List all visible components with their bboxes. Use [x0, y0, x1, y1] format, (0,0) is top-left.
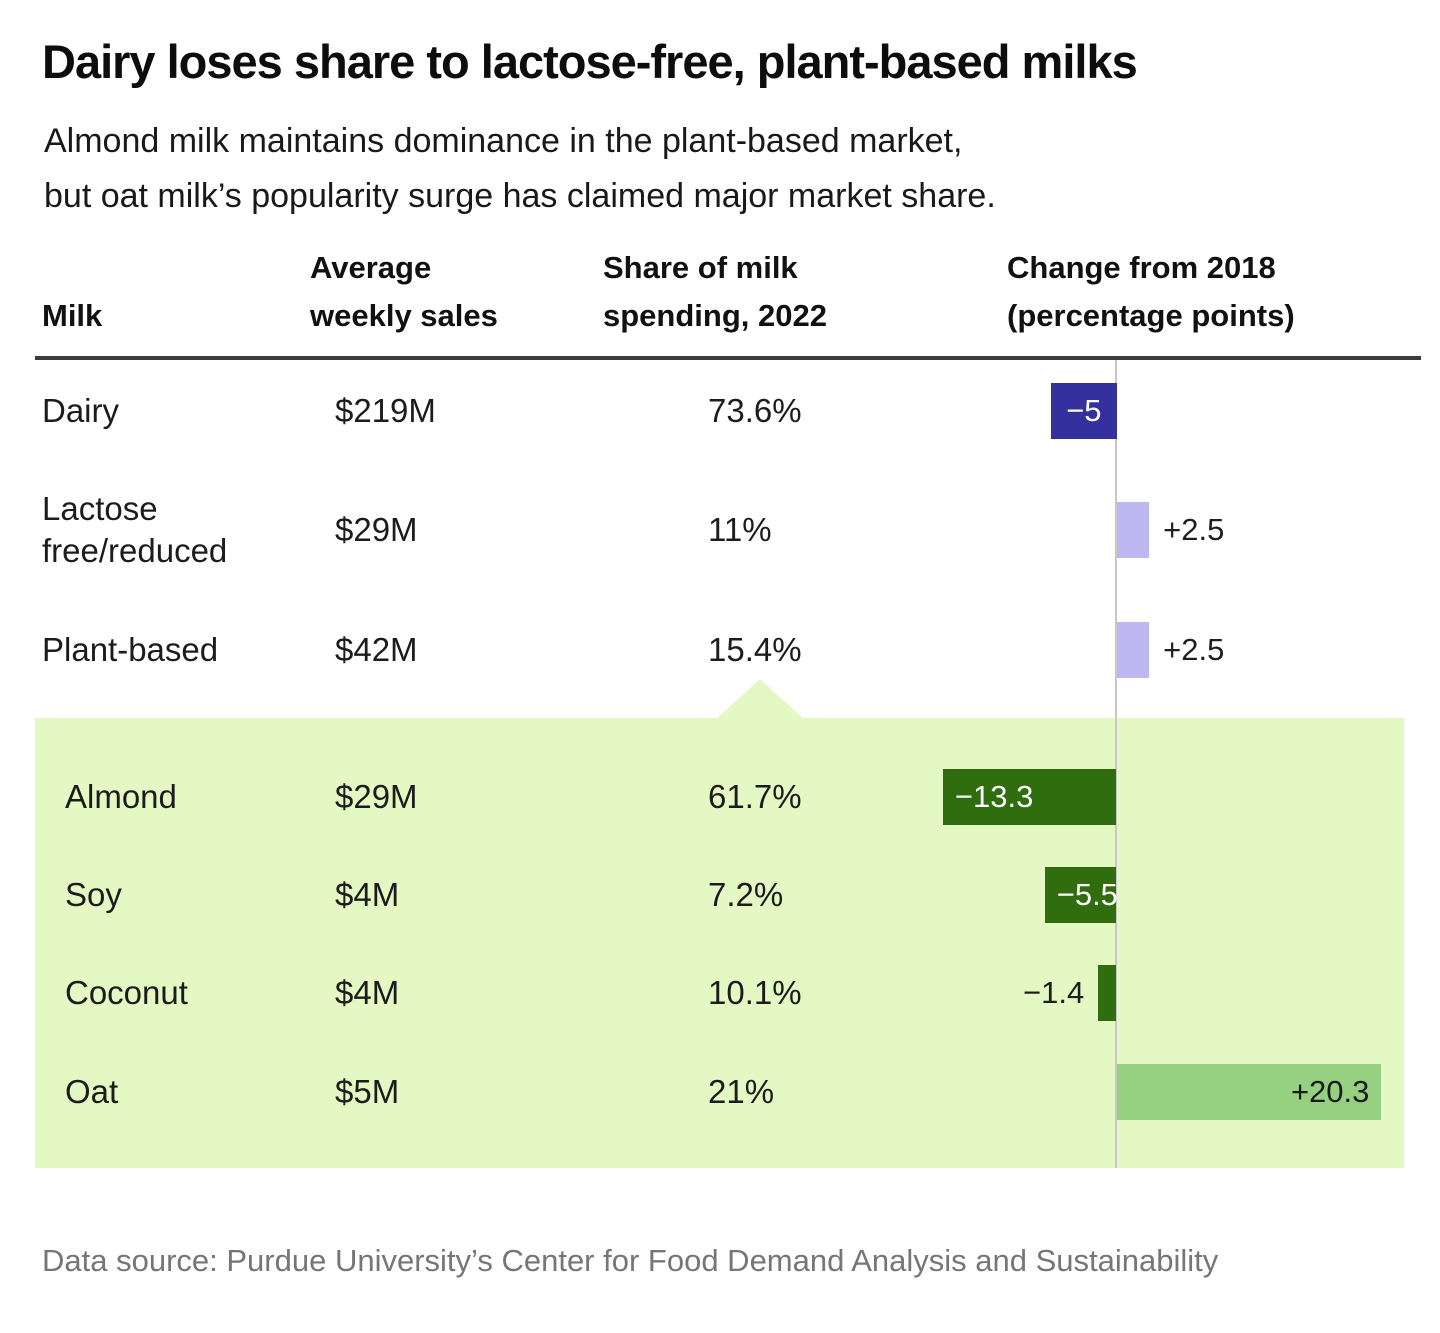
change-bar-coconut [1098, 965, 1117, 1021]
change-bar-dairy: −5 [1051, 383, 1117, 439]
zero-axis-line [1115, 360, 1117, 1168]
data-source: Data source: Purdue University’s Center … [42, 1243, 1219, 1278]
column-header-line: Milk [42, 297, 103, 333]
share-value-soy: 7.2% [708, 875, 784, 913]
header-rule [35, 356, 1421, 360]
row-label-lactose-free-reduced: Lactose free/reduced [42, 489, 228, 569]
sales-value-dairy: $219M [335, 391, 436, 429]
column-header-line: Average [310, 249, 432, 285]
subtitle-line-1: Almond milk maintains dominance in the p… [44, 122, 963, 160]
change-value-lactose-free-reduced: +2.5 [1163, 512, 1225, 547]
change-value-plant-based: +2.5 [1163, 632, 1225, 667]
column-header-line: (percentage points) [1007, 297, 1295, 333]
row-label-dairy: Dairy [42, 391, 120, 429]
row-label-plant-based: Plant-based [42, 630, 219, 668]
chart-title: Dairy loses share to lactose-free, plant… [42, 35, 1138, 88]
column-header-line: spending, 2022 [603, 297, 827, 333]
chart-subtitle: Almond milk maintains dominance in the p… [44, 114, 996, 224]
column-header-change-from-2018-percentage-points: Change from 2018 (percentage points) [1007, 244, 1295, 340]
share-value-oat: 21% [708, 1072, 775, 1110]
share-value-lactose-free-reduced: 11% [708, 510, 772, 548]
change-value-almond: −13.3 [954, 779, 1034, 814]
subtitle-line-2: but oat milk’s popularity surge has clai… [44, 177, 996, 216]
change-bar-almond: −13.3 [942, 769, 1117, 825]
column-header-line: Change from 2018 [1007, 249, 1276, 285]
share-value-plant-based: 15.4% [708, 630, 802, 668]
sales-value-lactose-free-reduced: $29M [335, 510, 418, 548]
change-value-dairy: −5 [1066, 393, 1102, 428]
sales-value-plant-based: $42M [335, 630, 418, 668]
column-header-milk: Milk [42, 292, 102, 340]
change-bar-soy: −5.5 [1044, 867, 1118, 923]
row-label-soy: Soy [65, 875, 122, 913]
change-value-coconut: −1.4 [1023, 975, 1085, 1010]
row-label-oat: Oat [65, 1072, 119, 1110]
column-header-average-weekly-sales: Average weekly sales [310, 244, 498, 340]
sales-value-almond: $29M [335, 777, 418, 815]
change-value-oat: +20.3 [1290, 1074, 1370, 1109]
row-label-almond: Almond [65, 777, 177, 815]
sales-value-coconut: $4M [335, 973, 400, 1011]
share-value-almond: 61.7% [708, 777, 802, 815]
sales-value-oat: $5M [335, 1072, 400, 1110]
share-value-dairy: 73.6% [708, 391, 802, 429]
change-value-soy: −5.5 [1056, 877, 1118, 912]
sales-value-soy: $4M [335, 875, 400, 913]
change-bar-oat: +20.3 [1116, 1064, 1382, 1120]
share-value-coconut: 10.1% [708, 973, 802, 1011]
plant-based-group-pointer [716, 679, 804, 719]
column-header-line: weekly sales [310, 297, 498, 333]
column-header-line: Share of milk [603, 249, 798, 285]
row-label-coconut: Coconut [65, 973, 188, 1011]
change-bar-lactose-free-reduced [1116, 502, 1150, 558]
change-bar-plant-based [1116, 622, 1150, 678]
column-header-share-of-milk-spending-2022: Share of milk spending, 2022 [603, 244, 827, 340]
